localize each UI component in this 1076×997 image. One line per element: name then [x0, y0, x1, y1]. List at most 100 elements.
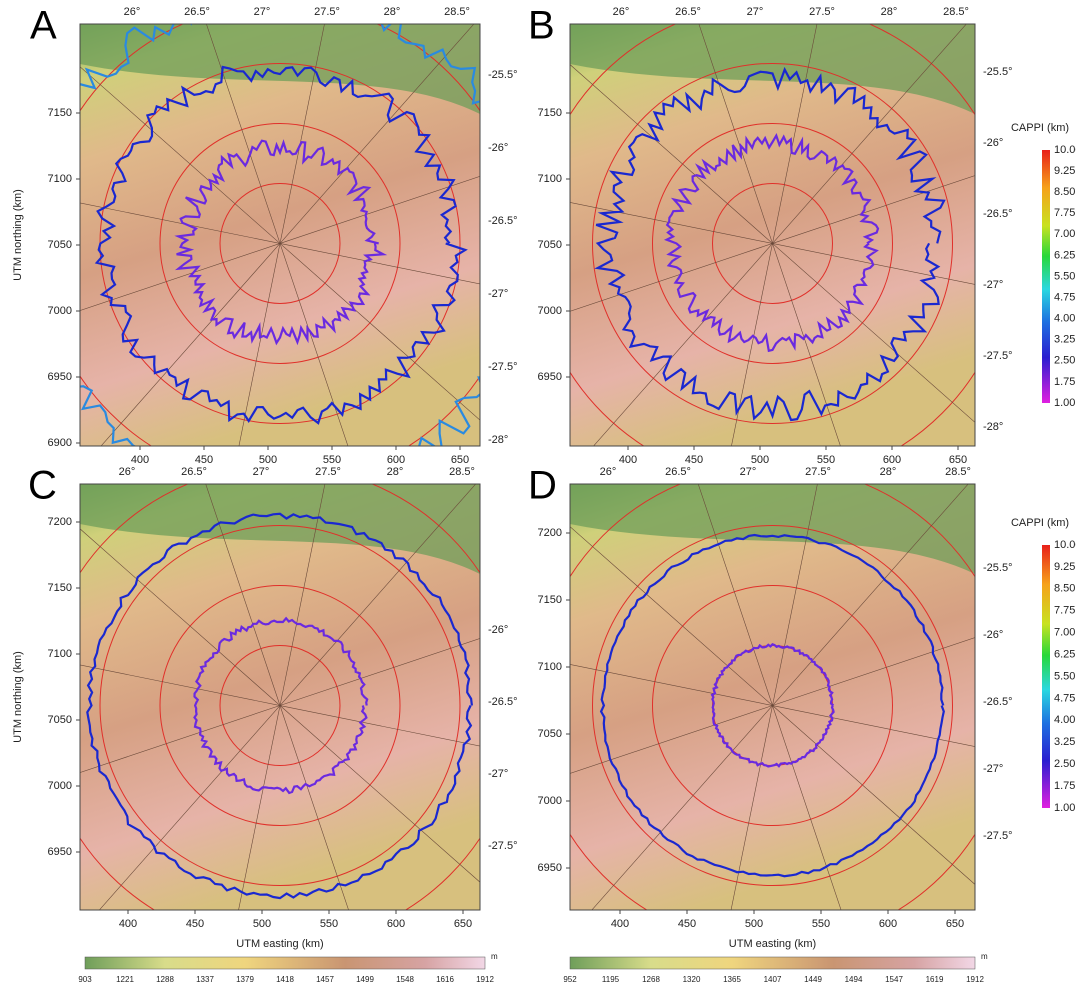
road [570, 526, 773, 706]
northing-tick-label: 7050 [538, 239, 562, 251]
colorbar-label: 4.75 [1054, 291, 1075, 303]
latitude-label: -26° [488, 142, 508, 154]
northing-tick-label: 7150 [48, 107, 72, 119]
longitude-label: 26.5° [184, 6, 210, 18]
y-axis-label: UTM northing (km) [12, 651, 24, 743]
terrain [570, 24, 975, 446]
easting-tick-label: 400 [131, 454, 149, 466]
northing-tick-label: 7150 [538, 107, 562, 119]
colorbar-label: 2.50 [1054, 355, 1075, 367]
colorbar-label: 8.50 [1054, 583, 1075, 595]
legend-title: CAPPI (km) [1011, 517, 1069, 529]
easting-tick-label: 500 [745, 918, 763, 930]
latitude-label: -26° [983, 137, 1003, 149]
easting-tick-label: 550 [323, 454, 341, 466]
latitude-label: -26° [983, 629, 1003, 641]
escarpment [80, 484, 480, 574]
latitude-label: -26° [488, 624, 508, 636]
longitude-label: 27° [253, 466, 270, 478]
colorbar-label: 1379 [236, 975, 254, 984]
colorbar-label: 1268 [642, 975, 660, 984]
easting-tick-label: 650 [451, 454, 469, 466]
road [80, 202, 281, 244]
colorbar-label: 1.00 [1054, 802, 1075, 814]
longitude-label: 27° [254, 6, 271, 18]
cappi-legend: CAPPI (km) 10.00 9.25 8.50 7.75 7.00 6.25 5.50 4… [1011, 122, 1076, 409]
colorbar-label: 7.75 [1054, 207, 1075, 219]
northing-tick-label: 7100 [538, 661, 562, 673]
northing-tick-label: 7050 [48, 714, 72, 726]
colorbar-label: 1.00 [1054, 397, 1075, 409]
range-ring [99, 525, 461, 887]
unit-label: m [491, 952, 498, 961]
colorbar-label: 1449 [804, 975, 822, 984]
latitude-label: -26.5° [488, 696, 517, 708]
colorbar-label: 903 [78, 975, 92, 984]
range-ring [652, 122, 893, 364]
road [772, 243, 975, 423]
colorbar-label: 2.50 [1054, 758, 1075, 770]
range-ring [219, 182, 341, 304]
latitude-label: -28° [983, 421, 1003, 433]
easting-tick-label: 500 [253, 918, 271, 930]
longitude-label: 27° [740, 466, 757, 478]
latitude-label: -27° [488, 288, 508, 300]
latitude-label: -25.5° [983, 562, 1012, 574]
longitude-label: 26° [613, 6, 630, 18]
northing-tick-label: 7100 [538, 173, 562, 185]
easting-tick-label: 550 [817, 454, 835, 466]
colorbar-label: 6.25 [1054, 648, 1075, 660]
longitude-label: 26° [124, 6, 141, 18]
northing-tick-label: 7150 [48, 582, 72, 594]
easting-tick-label: 450 [186, 918, 204, 930]
longitude-label: 26.5° [181, 466, 207, 478]
longitude-label: 27.5° [315, 466, 341, 478]
longitude-label: 26° [119, 466, 136, 478]
easting-tick-label: 600 [387, 454, 405, 466]
road [772, 705, 842, 910]
northing-tick-label: 7000 [48, 305, 72, 317]
road [279, 24, 325, 244]
colorbar-label: 4.00 [1054, 313, 1075, 325]
easting-tick-label: 450 [678, 918, 696, 930]
latitude-label: -27.5° [983, 350, 1012, 362]
road [772, 484, 969, 706]
colorbar-label: 1418 [276, 975, 294, 984]
range-ring [592, 62, 953, 424]
longitude-label: 28.5° [449, 466, 475, 478]
road [80, 705, 281, 773]
easting-tick-label: 600 [387, 918, 405, 930]
legend-title: CAPPI (km) [1011, 122, 1069, 134]
colorbar-label: 8.50 [1054, 186, 1075, 198]
road [772, 637, 975, 706]
northing-tick-label: 6950 [538, 371, 562, 383]
map-content [570, 24, 975, 446]
colorbar-label: 7.75 [1054, 605, 1075, 617]
colorbar-label: 7.00 [1054, 228, 1075, 240]
colorbar-label: 7.00 [1054, 627, 1075, 639]
map-panel: A 26° 26.5° 27° 27.5° 28° 28.5° -25.5° -26° -26.5… [12, 4, 518, 466]
road [772, 24, 818, 244]
latitude-label: -27° [983, 763, 1003, 775]
latitude-label: -26.5° [983, 696, 1012, 708]
echo-contour [663, 132, 880, 353]
x-axis-label: UTM easting (km) [729, 938, 816, 950]
easting-tick-label: 500 [259, 454, 277, 466]
easting-tick-label: 650 [946, 918, 964, 930]
map-content [570, 484, 975, 910]
range-ring [159, 585, 401, 827]
easting-tick-label: 650 [454, 918, 472, 930]
colorbar-label: 1494 [845, 975, 863, 984]
longitude-label: 27° [747, 6, 764, 18]
colorbar [1042, 150, 1050, 403]
longitude-label: 26° [600, 466, 617, 478]
colorbar-label: 4.00 [1054, 714, 1075, 726]
northing-tick-label: 7100 [48, 648, 72, 660]
latitude-label: -27° [983, 279, 1003, 291]
colorbar [569, 956, 976, 970]
northing-tick-label: 7000 [48, 780, 72, 792]
latitude-label: -26.5° [983, 208, 1012, 220]
map-panel: B 26° 26.5° 27° 27.5° 28° 28.5° -25.5° -26° -26.5… [528, 4, 1012, 466]
northing-tick-label: 7000 [538, 305, 562, 317]
colorbar-label: 1912 [966, 975, 984, 984]
